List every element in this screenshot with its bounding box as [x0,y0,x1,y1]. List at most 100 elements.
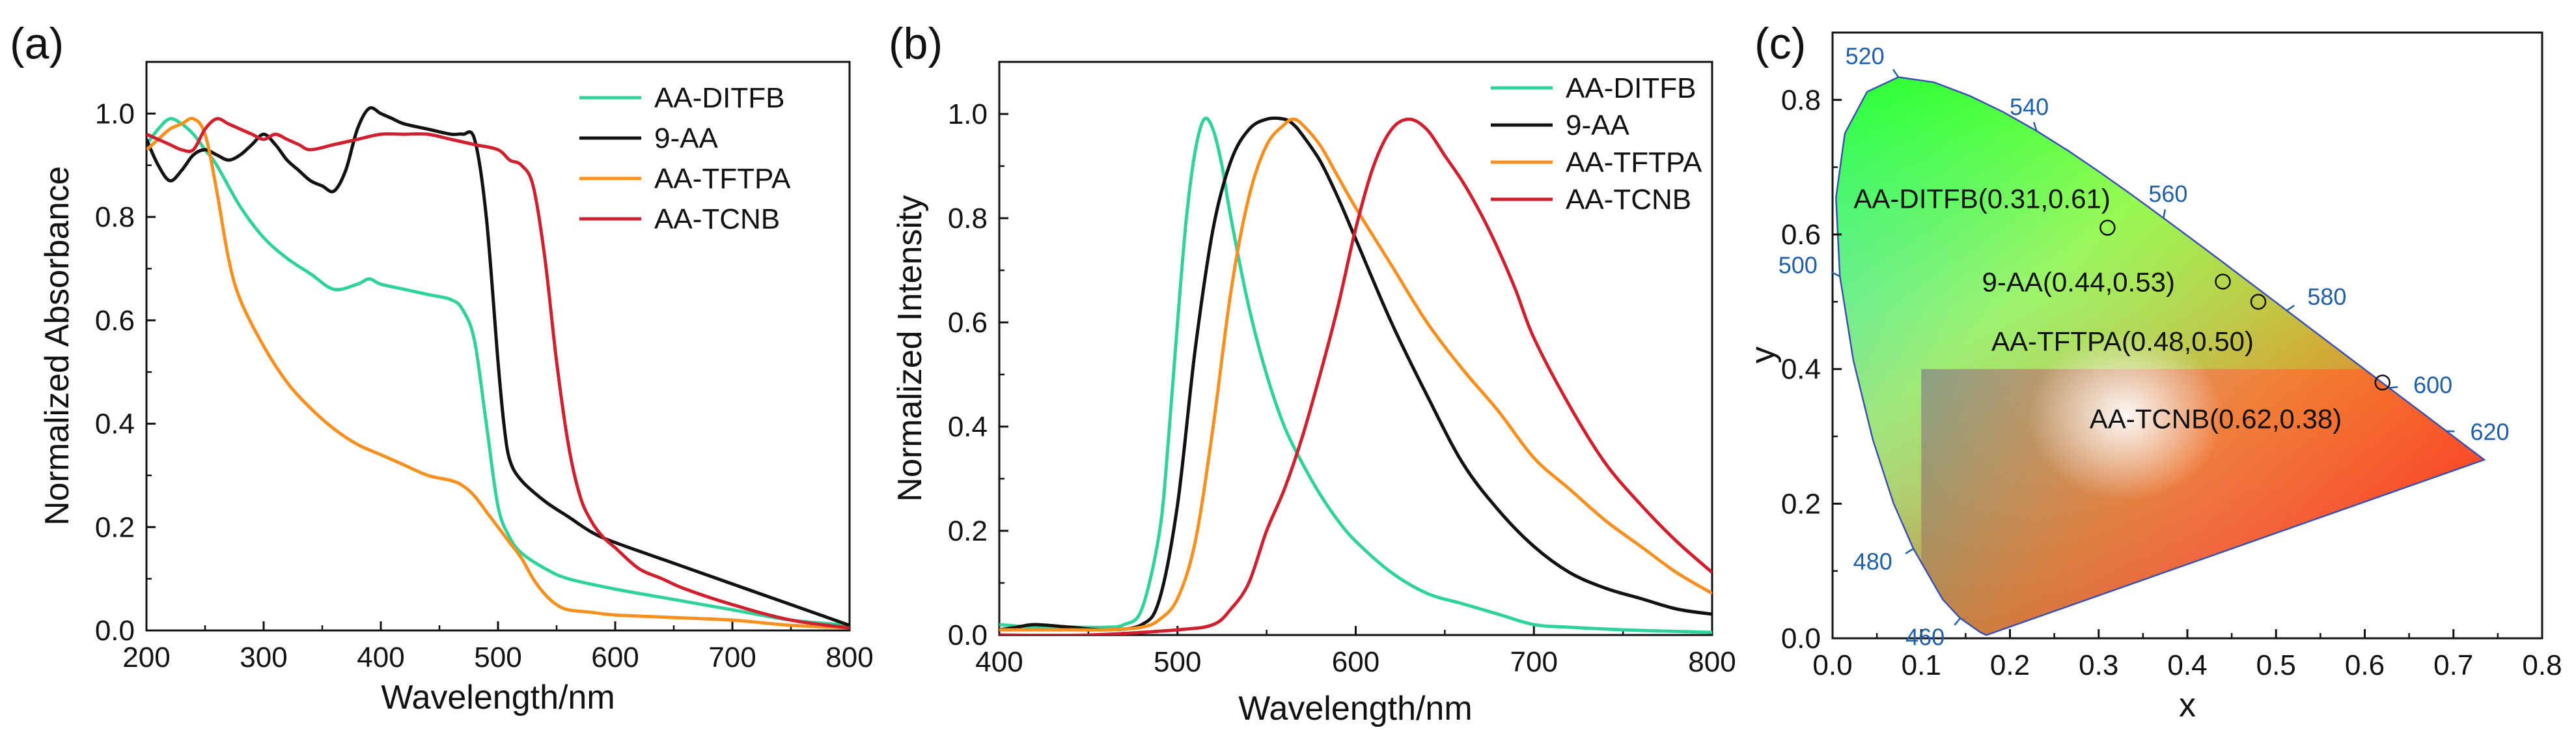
cie-point-9-aa [2215,274,2231,290]
panel-b-legend: AA-DITFB 9-AA AA-TFTPA AA-TCNB [1491,72,1702,216]
legend-label-aa-ditfb: AA-DITFB [1566,72,1696,104]
wavelength-tick-460 [1954,617,1961,626]
wavelength-label-540: 540 [2010,94,2049,120]
cie-locus-edge [1835,76,2486,636]
cie-point-label-aa-ditfb: AA-DITFB(0.31,0.61) [1853,184,2110,214]
legend-label-aa-tftpa: AA-TFTPA [654,163,791,195]
cie-point-label-aa-tcnb: AA-TCNB(0.62,0.38) [2090,403,2342,434]
x-tick-label: 300 [240,642,287,673]
wavelength-tick-620 [2445,430,2455,432]
panel-b-emission: (b) 400 500 600 700 800 0.0 0.2 0.4 0.6 0.8 1.0 AA… [889,19,1736,728]
y-tick-label: 0.8 [95,201,135,233]
y-tick-label: 1.0 [948,98,988,130]
cie-points: AA-DITFB(0.31,0.61) 9-AA(0.44,0.53) AA-TFT… [1853,184,2390,434]
series-line-aa-tftpa [146,117,850,630]
wavelength-label-600: 600 [2413,372,2452,399]
x-tick-label: 0.2 [1990,649,2030,681]
cie-wavelength-labels: 460 480 500 520 540 560 580 600 620 [1779,43,2510,651]
series-line-aa-tcnb [146,117,850,630]
panel-a-ylabel: Normalized Absorbance [38,166,76,526]
y-tick-label: 0.8 [948,203,988,234]
wavelength-label-580: 580 [2307,283,2346,310]
x-tick-label: 600 [1332,646,1379,678]
panel-b-axes: 400 500 600 700 800 0.0 0.2 0.4 0.6 0.8 1.0 [948,61,1736,678]
y-tick-label: 0.0 [948,619,988,651]
cie-point-aa-tftpa [2250,294,2267,310]
y-tick-label: 0.0 [95,615,135,647]
wavelength-tick-560 [2162,209,2167,219]
y-tick-label: 0.4 [948,411,988,443]
panel-c-cie: (c) 0.0 0.1 0.2 0.3 0.4 0.5 0.6 0.7 0.8 0.0 0.2 0.4… [1744,19,2562,724]
panel-b-label: (b) [889,19,943,68]
panel-a-absorbance: (a) 200 300 400 500 600 700 800 0.0 0.2 0.4 0.6 0.8… [10,19,874,716]
x-tick-label: 700 [708,642,756,673]
x-tick-label: 600 [591,642,639,673]
panel-c-xlabel: x [2179,686,2196,724]
wavelength-label-500: 500 [1779,251,1818,278]
cie-point-aa-tcnb [2374,374,2390,391]
x-tick-label: 200 [122,642,170,673]
y-tick-label: 0.2 [948,515,988,547]
cie-point-label-aa-tftpa: AA-TFTPA(0.48,0.50) [1991,326,2254,356]
wavelength-label-620: 620 [2470,418,2509,445]
y-tick-label: 0.2 [1781,488,1821,520]
wavelength-tick-540 [2033,122,2038,132]
series-line-aa-tftpa [999,117,1712,632]
x-tick-label: 500 [1154,646,1201,678]
panel-c-ylabel: y [1744,346,1782,363]
x-tick-label: 400 [357,642,404,673]
legend-label-aa-ditfb: AA-DITFB [654,82,784,114]
x-tick-label: 0.1 [1902,649,1941,681]
series-line-9-aa [999,116,1712,632]
panel-c-label: (c) [1754,19,1806,68]
wavelength-label-460: 460 [1905,623,1945,650]
x-tick-label: 0.7 [2433,649,2473,681]
wavelength-label-560: 560 [2148,180,2187,207]
legend-label-9-aa: 9-AA [654,122,718,154]
x-tick-label: 800 [825,642,873,673]
cie-point-label-9-aa: 9-AA(0.44,0.53) [1982,266,2176,297]
legend-label-9-aa: 9-AA [1566,109,1629,141]
series-line-aa-ditfb [146,117,850,627]
legend-label-aa-tcnb: AA-TCNB [1566,184,1691,216]
wavelength-tick-580 [2286,305,2295,311]
wavelength-label-520: 520 [1846,43,1885,70]
cie-white-point [2027,332,2223,501]
wavelength-tick-520 [1892,68,1899,78]
x-tick-label: 0.8 [2522,649,2562,681]
x-tick-label: 400 [975,646,1023,678]
panel-a-xlabel: Wavelength/nm [381,679,615,716]
series-line-aa-ditfb [999,117,1712,634]
x-tick-label: 0.3 [2079,649,2118,681]
y-tick-label: 0.4 [1781,354,1821,386]
y-tick-label: 0.6 [1781,219,1821,251]
y-tick-label: 0.6 [948,307,988,339]
x-tick-label: 500 [474,642,521,673]
y-tick-label: 0.8 [1781,84,1821,116]
series-line-aa-tcnb [999,117,1712,635]
wavelength-tick-600 [2389,386,2398,389]
x-tick-label: 700 [1510,646,1558,678]
panel-a-axes: 200 300 400 500 600 700 800 0.0 0.2 0.4 0.6 0.8 1.0 [95,61,874,673]
panel-a-label: (a) [10,19,64,68]
legend-label-aa-tftpa: AA-TFTPA [1566,147,1702,178]
x-tick-label: 0.5 [2256,649,2296,681]
cie-point-aa-ditfb [2099,219,2116,236]
y-tick-label: 0.2 [95,511,135,543]
panel-a-legend: AA-DITFB 9-AA AA-TFTPA AA-TCNB [579,82,791,235]
panel-a-series [146,106,850,630]
wavelength-tick-480 [1905,548,1914,555]
legend-label-aa-tcnb: AA-TCNB [654,203,780,235]
wavelength-tick-500 [1831,271,1840,277]
panel-b-series [999,116,1712,635]
panel-c-axes: 0.0 0.1 0.2 0.3 0.4 0.5 0.6 0.7 0.8 0.0 0.2 0.4 0.6 0… [1781,31,2562,681]
wavelength-label-480: 480 [1853,548,1892,575]
panel-b-ylabel: Normalized Intensity [891,195,929,502]
y-tick-label: 0.6 [95,305,135,337]
y-tick-label: 0.4 [95,408,135,440]
series-line-9-aa [146,106,850,627]
x-tick-label: 0.6 [2345,649,2385,681]
x-tick-label: 0.4 [2167,649,2207,681]
x-tick-label: 0.0 [1812,649,1852,681]
